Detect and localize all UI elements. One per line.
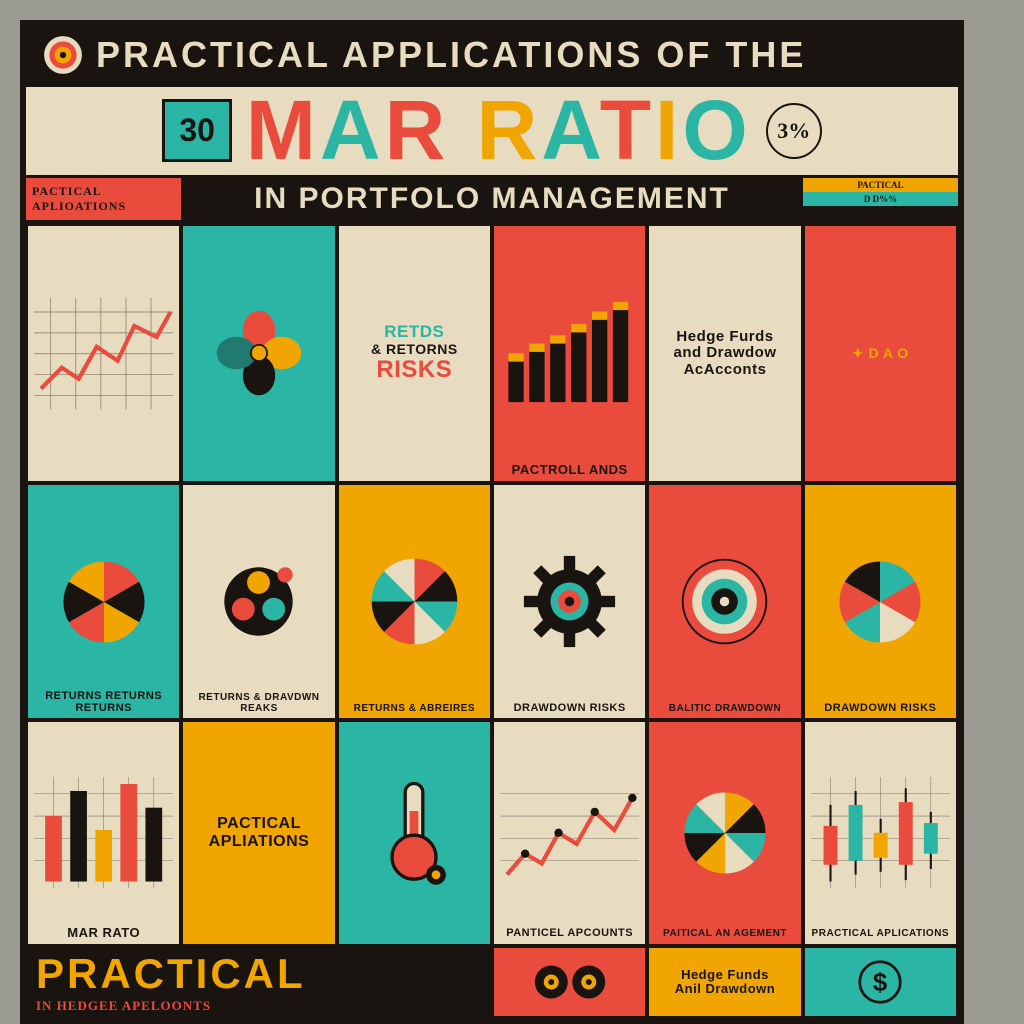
- tile-r1c6: ✦ D A O: [803, 224, 958, 484]
- sub-band: PACTICAL APLIOATIONS IN PORTFOLO MANAGEM…: [26, 178, 958, 220]
- tile-r2c1: RETURNS RETURNS RETURNS: [26, 483, 181, 720]
- badge-3-percent: 3%: [766, 103, 822, 159]
- header-band: PRACTICAL APPLICATIONS OF THE: [26, 26, 958, 84]
- eye-icon: [525, 962, 615, 1002]
- tile-label: PACTROLL ANDS: [498, 463, 641, 477]
- bar-chart-icon: [34, 751, 173, 915]
- gear-icon: [522, 554, 617, 649]
- tile-r3c4: PANTICEL APCOUNTS: [492, 720, 647, 946]
- header-title: PRACTICAL APPLICATIONS OF THE: [96, 34, 806, 76]
- tile-r1c4: PACTROLL ANDS: [492, 224, 647, 484]
- poster: PRACTICAL APPLICATIONS OF THE 30 MAR RAT…: [20, 20, 964, 1024]
- tile-label: MAR RATO: [32, 926, 175, 940]
- tile-r1c2: [181, 224, 336, 484]
- pie-chart-icon: [680, 788, 770, 878]
- pie-chart-icon: [59, 557, 149, 647]
- tile-label: PRACTICAL APLICATIONS: [809, 929, 952, 940]
- tile-r3c1: MAR RATO: [26, 720, 181, 946]
- tile-r3c2: PACTICAL APLIATIONS: [181, 720, 336, 946]
- tile-r2c2: RETURNS & DRAVDWN REAKS: [181, 483, 336, 720]
- fan-icon: [214, 308, 304, 398]
- badge-30: 30: [162, 99, 232, 162]
- tile-r1c1: [26, 224, 181, 484]
- pie-chart-icon: [835, 557, 925, 647]
- retds-text: RETDS & RETORNS RISKS: [371, 323, 458, 383]
- tile-grid: RETDS & RETORNS RISKS PACTROLL ANDS Hedg…: [26, 220, 958, 1018]
- dollar-icon: $: [857, 959, 903, 1005]
- tile-r3c6: PRACTICAL APLICATIONS: [803, 720, 958, 946]
- footer-title: PRACTICAL: [36, 950, 306, 998]
- tile-label: RETURNS & DRAVDWN REAKS: [187, 693, 330, 714]
- tile-label: PANTICEL APCOUNTS: [498, 928, 641, 940]
- footer-band: PRACTICAL IN HEDGEE APELOONTS: [26, 946, 492, 1018]
- tile-r2c4: DRAWDOWN RISKS: [492, 483, 647, 720]
- tile-r2c6: DRAWDOWN RISKS: [803, 483, 958, 720]
- pill-dd: D D%%: [803, 192, 958, 206]
- sub-left-text: PACTICAL APLIOATIONS: [32, 184, 175, 214]
- tile-r3c3: [337, 720, 492, 946]
- pactical-text: PACTICAL APLIATIONS: [209, 815, 310, 850]
- tile-r1c5: Hedge Furds and Drawdow AcAcconts: [647, 224, 802, 484]
- tile-label: BALITIC DRAWDOWN: [653, 704, 796, 715]
- line-chart-icon: [34, 232, 173, 476]
- sub-left: PACTICAL APLIOATIONS: [26, 178, 181, 220]
- candlestick-icon: [811, 751, 950, 915]
- footer-sub: IN HEDGEE APELOONTS: [36, 998, 211, 1014]
- bar-chart-icon: [500, 262, 639, 445]
- hedge-funds-text: Hedge Funds Anil Drawdown: [675, 968, 775, 997]
- sub-right: PACTICAL D D%%: [803, 178, 958, 220]
- tile-label: RETURNS RETURNS RETURNS: [32, 691, 175, 714]
- sub-mid: IN PORTFOLO MANAGEMENT: [181, 178, 803, 220]
- dao-text: ✦ D A O: [852, 346, 909, 361]
- target-icon: [42, 34, 84, 76]
- thermo-icon: [374, 778, 454, 888]
- pill-pactical: PACTICAL: [803, 178, 958, 192]
- line-chart-icon: [500, 751, 639, 915]
- tile-label: DRAWDOWN RISKS: [809, 703, 952, 715]
- tile-label: PAITICAL AN AGEMENT: [653, 929, 796, 940]
- hedge-text: Hedge Furds and Drawdow AcAcconts: [673, 329, 776, 379]
- title-band: 30 MAR RATIO 3%: [26, 84, 958, 178]
- tile-r4c5: Hedge Funds Anil Drawdown: [647, 946, 802, 1018]
- tile-r2c3: RETURNS & ABREIRES: [337, 483, 492, 720]
- tile-r4c6: $: [803, 946, 958, 1018]
- dots-icon: [211, 554, 306, 649]
- tile-r3c5: PAITICAL AN AGEMENT: [647, 720, 802, 946]
- target-icon: [677, 554, 772, 649]
- main-title: MAR RATIO: [246, 93, 752, 169]
- tile-r4c4: [492, 946, 647, 1018]
- tile-r1c3: RETDS & RETORNS RISKS: [337, 224, 492, 484]
- svg-text:$: $: [873, 969, 887, 997]
- tile-label: DRAWDOWN RISKS: [498, 703, 641, 715]
- pie-chart-icon: [367, 554, 462, 649]
- tile-label: RETURNS & ABREIRES: [343, 704, 486, 715]
- tile-r2c5: BALITIC DRAWDOWN: [647, 483, 802, 720]
